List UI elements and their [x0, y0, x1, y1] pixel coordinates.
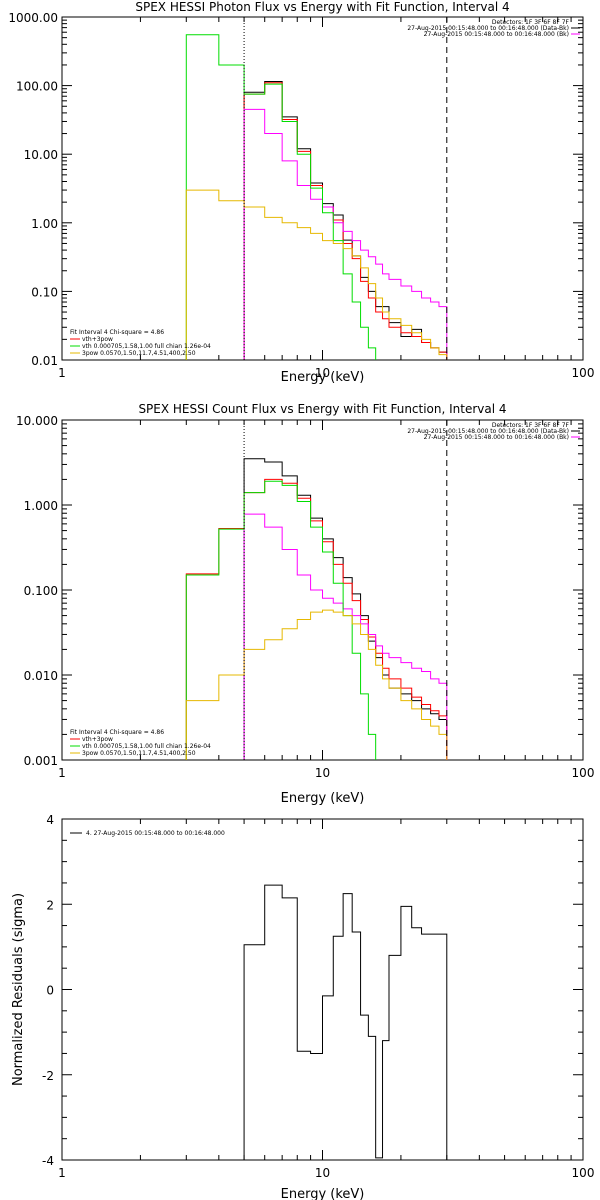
legend-entry: vth 0.000705,1.58,1.00 full chian 1.26e-…	[82, 343, 211, 350]
y-tick-label: 2	[46, 898, 54, 912]
y-tick-label: 4	[46, 813, 54, 827]
x-tick-label: 100	[572, 1166, 595, 1180]
legend-entry: 3pow 0.0570,1.50,11.7,4.51,400,2.50	[82, 350, 196, 357]
series-line-bk	[243, 108, 448, 360]
legend-entry: vth 0.000705,1.58,1.00 full chian 1.26e-…	[82, 743, 211, 750]
series-line-data-bk	[243, 458, 448, 760]
x-tick-label: 10	[315, 366, 330, 380]
legend-entry: 27-Aug-2015 00:15:48.000 to 00:16:48.000…	[424, 434, 569, 441]
legend-entry: 27-Aug-2015 00:15:48.000 to 00:16:48.000…	[407, 428, 569, 435]
series-line-vth-3pow	[243, 82, 448, 360]
x-tick-label: 1	[58, 366, 66, 380]
series-line-3pow	[185, 609, 448, 760]
y-tick-label: -2	[42, 1069, 54, 1083]
legend-entry: Fit Interval 4 Chi-square = 4.86	[70, 329, 164, 336]
series-line-vth-3pow	[185, 478, 448, 760]
y-tick-label: 0.10	[31, 285, 58, 299]
chart-title: SPEX HESSI Count Flux vs Energy with Fit…	[138, 402, 506, 416]
x-tick-label: 1	[58, 1166, 66, 1180]
x-tick-label: 100	[572, 366, 595, 380]
legend-entry: vth+3pow	[82, 736, 113, 743]
y-tick-label: 0.001	[24, 754, 58, 768]
series-line-3pow	[185, 189, 448, 360]
legend-entry: vth+3pow	[82, 336, 113, 343]
y-tick-label: 100.00	[16, 80, 58, 94]
legend-entry: Fit Interval 4 Chi-square = 4.86	[70, 729, 164, 736]
y-tick-label: -4	[42, 1154, 54, 1168]
chart-panel-3: 1 10 100 -4 -2 0 2 4 Energy (keV) Normalized Resi…	[11, 813, 594, 1200]
y-tick-label: 10.00	[24, 148, 58, 162]
legend-entry: Detectors: 1F 3F 6F 8F 7F	[492, 422, 570, 429]
chart-panel-1: 1 10 100 0.01 0.10 1.00 10.00 100.00 1000.00 SPEX…	[8, 0, 594, 385]
plot-frame	[61, 818, 584, 1161]
series-line-vth	[185, 480, 377, 760]
x-axis-label: Energy (keV)	[281, 370, 365, 385]
legend-entry: Detectors: 1F 3F 6F 8F 7F	[492, 19, 570, 26]
legend-entry: 4. 27-Aug-2015 00:15:48.000 to 00:16:48.…	[86, 830, 225, 837]
legend-entry: 3pow 0.0570,1.50,11.7,4.51,400,2.50	[82, 750, 196, 757]
x-tick-label: 100	[572, 766, 595, 780]
x-axis-label: Energy (keV)	[281, 791, 365, 806]
y-tick-label: 1.00	[31, 217, 58, 231]
y-tick-label: 0	[46, 984, 54, 998]
y-tick-label: 10.000	[16, 414, 58, 428]
series-line-vth	[185, 34, 377, 360]
x-axis-label: Energy (keV)	[281, 1187, 365, 1200]
y-tick-label: 0.100	[24, 584, 58, 598]
y-tick-label: 0.01	[31, 354, 58, 368]
legend-entry: 27-Aug-2015 00:15:48.000 to 00:16:48.000…	[407, 25, 569, 32]
chart-panel-2: 1 10 100 0.001 0.010 0.100 1.000 10.000 SPEX HES…	[16, 402, 594, 806]
series-line-bk	[243, 513, 448, 760]
y-tick-label: 0.010	[24, 669, 58, 683]
x-tick-label: 10	[315, 1166, 330, 1180]
chart-title: SPEX HESSI Photon Flux vs Energy with Fi…	[135, 0, 509, 14]
y-axis-label: Normalized Residuals (sigma)	[11, 893, 26, 1086]
series-line-4-27-aug-2015-00-15-48-000-to-00-16-48-000	[243, 884, 448, 1160]
y-tick-label: 1.000	[24, 499, 58, 513]
legend-entry: 27-Aug-2015 00:15:48.000 to 00:16:48.000…	[424, 31, 569, 38]
x-tick-label: 10	[315, 766, 330, 780]
x-tick-label: 1	[58, 766, 66, 780]
series-line-data-bk	[243, 80, 448, 360]
y-tick-label: 1000.00	[8, 11, 58, 25]
